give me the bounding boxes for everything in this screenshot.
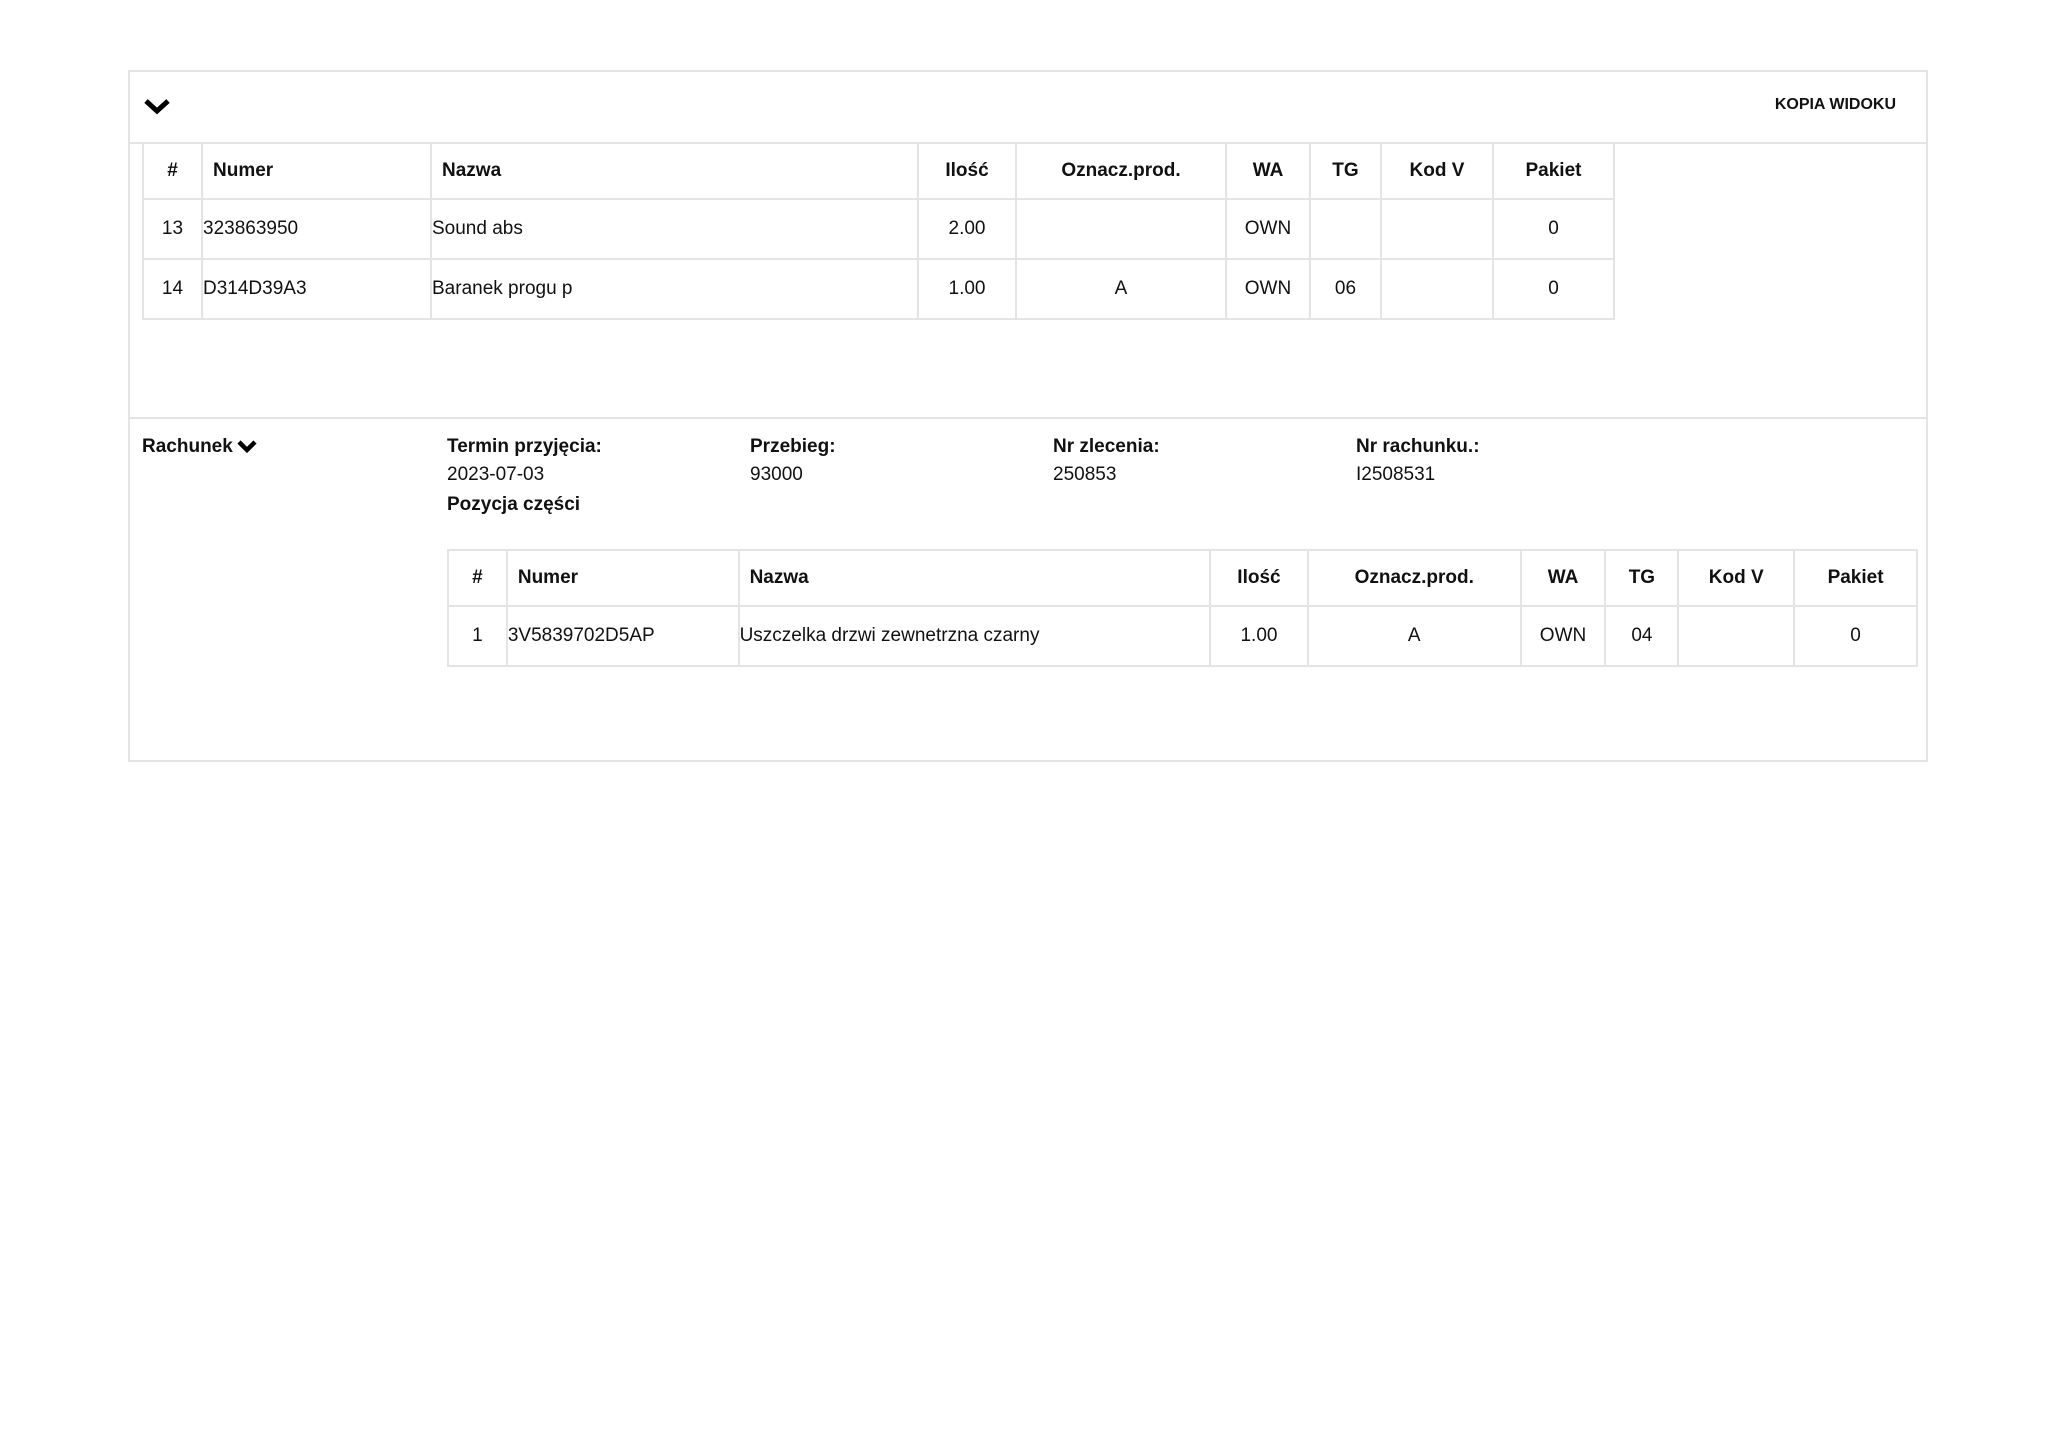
column-header: # bbox=[142, 142, 203, 200]
field-nr-zlecenia: Nr zlecenia: 250853 bbox=[1053, 436, 1160, 486]
column-header: WA bbox=[1225, 142, 1311, 200]
table-header-row: # Numer Nazwa Ilość Oznacz.prod. WA TG Kod V Pak… bbox=[142, 142, 1615, 200]
parts-table: # Numer Nazwa Ilość Oznacz.prod. WA TG Kod V Pak… bbox=[142, 142, 1615, 320]
column-header: Nazwa bbox=[430, 142, 919, 200]
chevron-down-icon[interactable] bbox=[144, 96, 170, 116]
table-cell: A bbox=[1015, 258, 1227, 320]
field-label: Nr rachunku.: bbox=[1356, 436, 1480, 457]
table-cell bbox=[1015, 198, 1227, 260]
parts-heading: Pozycja części bbox=[447, 494, 581, 515]
table-cell: Uszczelka drzwi zewnetrzna czarny bbox=[737, 605, 1212, 667]
field-value: 2023-07-03 bbox=[447, 464, 545, 485]
table-cell bbox=[1677, 605, 1796, 667]
field-nr-rachunku: Nr rachunku.: I2508531 bbox=[1356, 436, 1480, 486]
table-cell bbox=[1380, 198, 1494, 260]
table-header-row: # Numer Nazwa Ilość Oznacz.prod. WA TG Kod V Pak… bbox=[447, 549, 1918, 607]
rachunek-toggle[interactable]: Rachunek bbox=[142, 436, 257, 458]
column-header: Pakiet bbox=[1492, 142, 1615, 200]
chevron-down-icon bbox=[237, 440, 257, 454]
column-header: Numer bbox=[201, 142, 432, 200]
column-header: WA bbox=[1519, 549, 1607, 607]
table-row: 14 D314D39A3 Baranek progu p 1.00 A OWN 06 0 bbox=[142, 258, 1615, 320]
column-header: Kod V bbox=[1677, 549, 1796, 607]
parts-panel: KOPIA WIDOKU # Numer Nazwa Ilość Oznacz.prod… bbox=[128, 70, 1928, 762]
column-header: Nazwa bbox=[737, 549, 1212, 607]
table-cell: 0 bbox=[1793, 605, 1918, 667]
column-header: # bbox=[447, 549, 508, 607]
table-cell: OWN bbox=[1225, 258, 1311, 320]
column-header: Oznacz.prod. bbox=[1306, 549, 1522, 607]
column-header: Kod V bbox=[1380, 142, 1494, 200]
table-cell: 06 bbox=[1309, 258, 1382, 320]
divider bbox=[130, 417, 1926, 419]
column-header: Pakiet bbox=[1793, 549, 1918, 607]
table-cell: 0 bbox=[1492, 198, 1615, 260]
table-cell: 2.00 bbox=[917, 198, 1017, 260]
table-cell: 14 bbox=[142, 258, 203, 320]
table-cell: 1.00 bbox=[917, 258, 1017, 320]
table-cell bbox=[1380, 258, 1494, 320]
table-cell: 13 bbox=[142, 198, 203, 260]
table-cell: OWN bbox=[1225, 198, 1311, 260]
column-header: TG bbox=[1309, 142, 1382, 200]
copy-view-button[interactable]: KOPIA WIDOKU bbox=[1774, 96, 1896, 113]
panel-header: KOPIA WIDOKU bbox=[130, 72, 1926, 144]
table-cell: 3V5839702D5AP bbox=[505, 605, 740, 667]
table-cell: 0 bbox=[1492, 258, 1615, 320]
column-header: Ilość bbox=[917, 142, 1017, 200]
field-value: 93000 bbox=[750, 464, 803, 485]
table-cell: Baranek progu p bbox=[430, 258, 919, 320]
column-header: Ilość bbox=[1209, 549, 1309, 607]
table-cell: 04 bbox=[1604, 605, 1680, 667]
field-label: Termin przyjęcia: bbox=[447, 436, 602, 457]
column-header: Oznacz.prod. bbox=[1015, 142, 1227, 200]
rachunek-title: Rachunek bbox=[142, 436, 233, 457]
field-przebieg: Przebieg: 93000 bbox=[750, 436, 836, 486]
field-label: Przebieg: bbox=[750, 436, 836, 457]
table-cell: 323863950 bbox=[201, 198, 432, 260]
field-value: I2508531 bbox=[1356, 464, 1436, 485]
table-row: 1 3V5839702D5AP Uszczelka drzwi zewnetrzna… bbox=[447, 605, 1918, 667]
invoice-parts-table: # Numer Nazwa Ilość Oznacz.prod. WA TG Kod V Pak… bbox=[447, 549, 1918, 667]
table-cell: 1 bbox=[447, 605, 508, 667]
field-label: Nr zlecenia: bbox=[1053, 436, 1160, 457]
column-header: TG bbox=[1604, 549, 1680, 607]
table-row: 13 323863950 Sound abs 2.00 OWN 0 bbox=[142, 198, 1615, 260]
table-cell: OWN bbox=[1519, 605, 1607, 667]
table-cell: D314D39A3 bbox=[201, 258, 432, 320]
table-cell: 1.00 bbox=[1209, 605, 1309, 667]
field-termin: Termin przyjęcia: 2023-07-03 bbox=[447, 436, 602, 486]
table-cell: A bbox=[1306, 605, 1522, 667]
field-value: 250853 bbox=[1053, 464, 1117, 485]
table-cell bbox=[1309, 198, 1382, 260]
table-cell: Sound abs bbox=[430, 198, 919, 260]
column-header: Numer bbox=[505, 549, 740, 607]
